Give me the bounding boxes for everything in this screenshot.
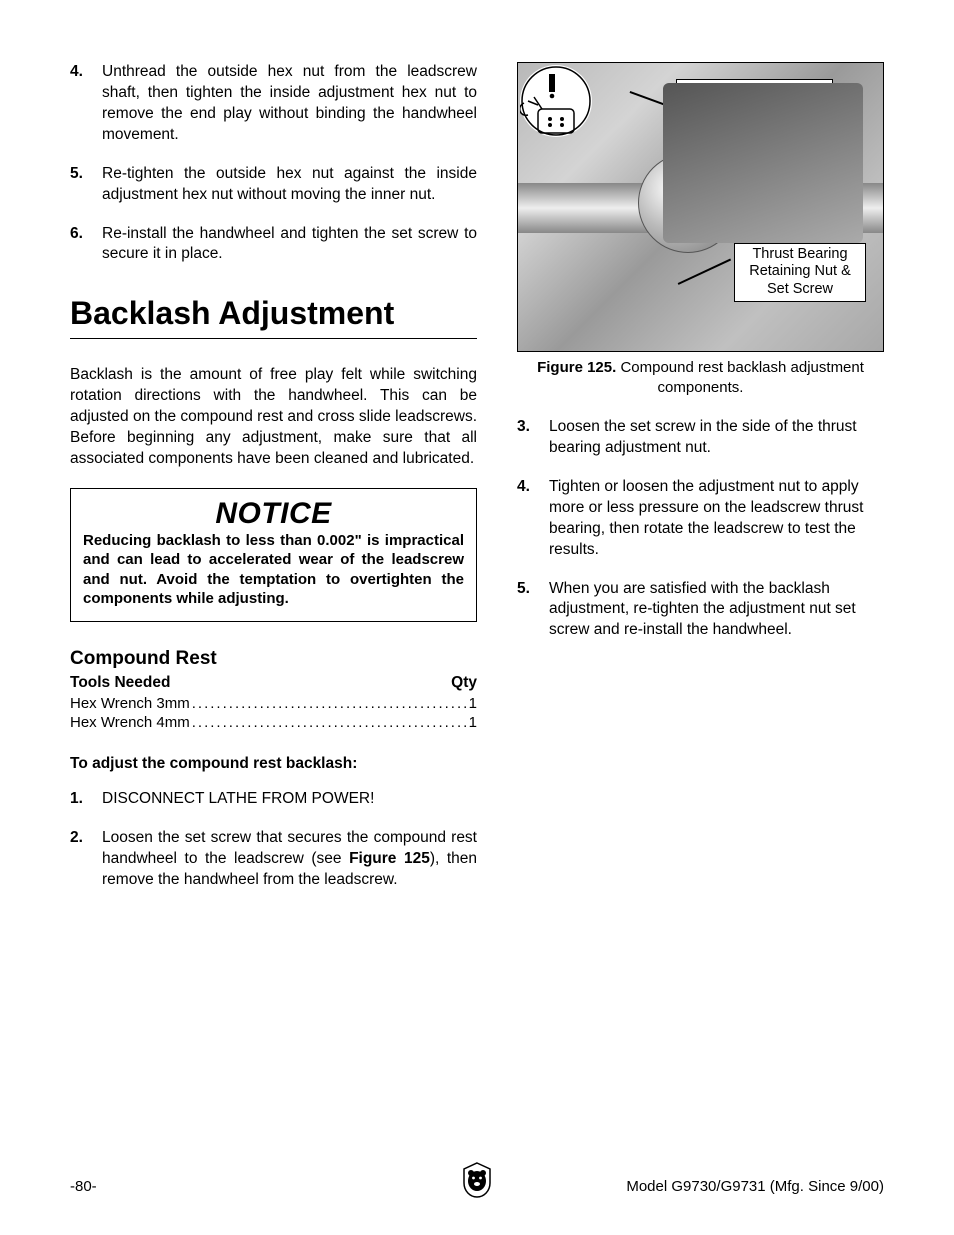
tool-row: Hex Wrench 4mm .........................… [70, 713, 477, 733]
qty-label: Qty [451, 674, 477, 692]
model-info: Model G9730/G9731 (Mfg. Since 9/00) [626, 1178, 884, 1195]
tools-needed-label: Tools Needed [70, 674, 170, 692]
right-column: Handwheel Set Screw Thrust Bearing Retai… [517, 62, 884, 909]
notice-box: NOTICE Reducing backlash to less than 0.… [70, 488, 477, 622]
tool-qty: 1 [467, 713, 477, 733]
notice-title: NOTICE [83, 497, 464, 531]
step-6: 6. Re-install the handwheel and tighten … [70, 224, 477, 266]
step-text: Loosen the set screw that secures the co… [102, 828, 477, 891]
step-text: Loosen the set screw in the side of the … [549, 417, 884, 459]
figure-125: Handwheel Set Screw Thrust Bearing Retai… [517, 62, 884, 352]
step-text: Tighten or loosen the adjustment nut to … [549, 477, 884, 561]
step-number: 6. [70, 224, 102, 266]
step-4: 4. Tighten or loosen the adjustment nut … [517, 477, 884, 561]
step-text: Unthread the outside hex nut from the le… [102, 62, 477, 146]
intro-paragraph: Backlash is the amount of free play felt… [70, 365, 477, 470]
procedure-steps-list: 1. DISCONNECT LATHE FROM POWER! 2. Loose… [70, 789, 477, 891]
step-5: 5. Re-tighten the outside hex nut agains… [70, 164, 477, 206]
notice-body: Reducing backlash to less than 0.002" is… [83, 531, 464, 609]
tool-row: Hex Wrench 3mm .........................… [70, 694, 477, 714]
step-number: 4. [517, 477, 549, 561]
section-title: Backlash Adjustment [70, 295, 477, 339]
tool-qty: 1 [467, 694, 477, 714]
step-number: 5. [70, 164, 102, 206]
procedure-step-2: 2. Loosen the set screw that secures the… [70, 828, 477, 891]
callout-thrust-bearing: Thrust Bearing Retaining Nut & Set Screw [734, 243, 866, 302]
compound-rest-heading: Compound Rest [70, 648, 477, 670]
procedure-step-1: 1. DISCONNECT LATHE FROM POWER! [70, 789, 477, 810]
page-footer: -80- Model G9730/G9731 (Mfg. Since 9/00) [70, 1178, 884, 1195]
power-alert-icon [520, 65, 592, 137]
step-text: Re-install the handwheel and tighten the… [102, 224, 477, 266]
bear-logo-icon [460, 1161, 494, 1199]
tool-name: Hex Wrench 3mm [70, 694, 190, 714]
page-number: -80- [70, 1178, 97, 1195]
figure-image: Handwheel Set Screw Thrust Bearing Retai… [517, 62, 884, 352]
figure-number: Figure 125. [537, 359, 616, 376]
callout-leader-line [678, 259, 731, 285]
handwheel-graphic [638, 153, 738, 253]
step-text: DISCONNECT LATHE FROM POWER! [102, 789, 477, 810]
tool-name: Hex Wrench 4mm [70, 713, 190, 733]
step-number: 1. [70, 789, 102, 810]
left-column: 4. Unthread the outside hex nut from the… [70, 62, 477, 909]
figure-caption: Figure 125. Compound rest backlash adjus… [517, 358, 884, 397]
step-number: 3. [517, 417, 549, 459]
step-number: 2. [70, 828, 102, 891]
leader-dots: ........................................… [190, 694, 467, 714]
two-column-layout: 4. Unthread the outside hex nut from the… [70, 62, 884, 909]
step-text: Re-tighten the outside hex nut against t… [102, 164, 477, 206]
step-number: 5. [517, 579, 549, 642]
figure-ref: Figure 125 [349, 850, 430, 867]
step-number: 4. [70, 62, 102, 146]
right-steps-list: 3. Loosen the set screw in the side of t… [517, 417, 884, 641]
leader-dots: ........................................… [190, 713, 467, 733]
continued-steps-list: 4. Unthread the outside hex nut from the… [70, 62, 477, 265]
step-5: 5. When you are satisfied with the backl… [517, 579, 884, 642]
callout-handwheel-set-screw: Handwheel Set Screw [676, 79, 833, 103]
step-text: When you are satisfied with the backlash… [549, 579, 884, 642]
step-4: 4. Unthread the outside hex nut from the… [70, 62, 477, 146]
procedure-title: To adjust the compound rest backlash: [70, 755, 477, 773]
step-3: 3. Loosen the set screw in the side of t… [517, 417, 884, 459]
figure-caption-text: Compound rest backlash adjustment compon… [616, 359, 864, 396]
callout-leader-line [630, 91, 676, 109]
tools-header-row: Tools Needed Qty [70, 674, 477, 692]
